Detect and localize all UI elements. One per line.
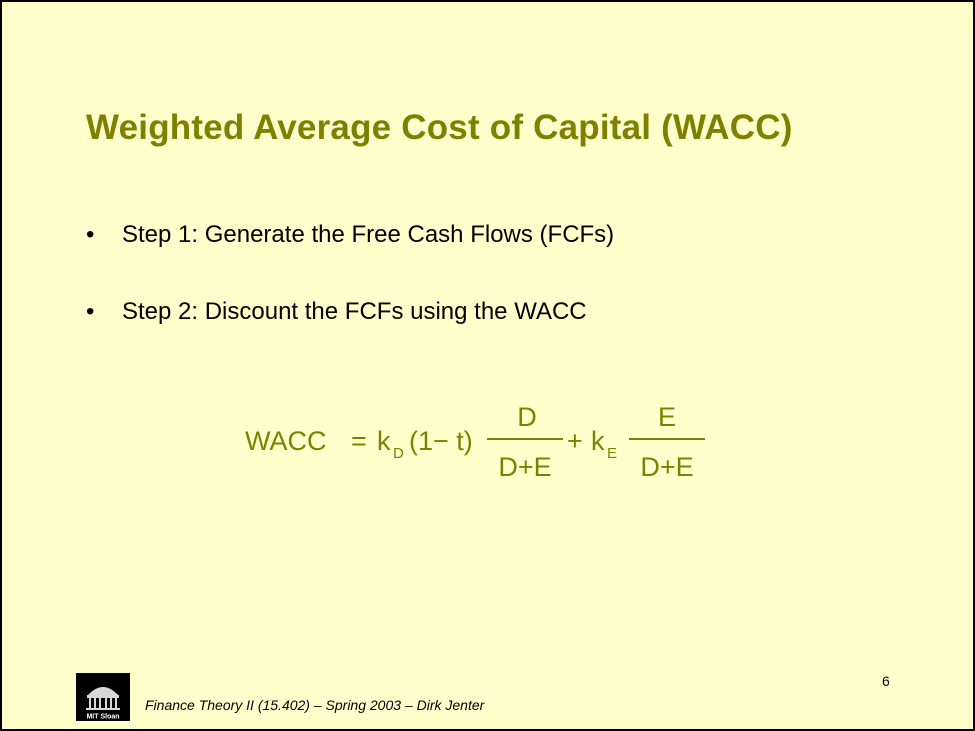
- page-number: 6: [882, 673, 890, 689]
- slide-title: Weighted Average Cost of Capital (WACC): [86, 108, 793, 147]
- bullet-marker: •: [86, 298, 95, 325]
- bullet-marker: •: [86, 221, 95, 248]
- formula-kd: k: [377, 426, 391, 456]
- bullet-item: • Step 1: Generate the Free Cash Flows (F…: [86, 221, 614, 249]
- bullet-item: • Step 2: Discount the FCFs using the WAC…: [86, 298, 587, 326]
- formula-frac1-denominator: D+E: [498, 452, 551, 482]
- mit-dome-icon: MIT Sloan: [76, 673, 130, 721]
- formula-frac2-numerator: E: [658, 402, 676, 432]
- formula-kd-subscript: D: [393, 445, 404, 462]
- formula-frac2-denominator: D+E: [640, 452, 693, 482]
- bullet-text: Step 1: Generate the Free Cash Flows (FC…: [122, 221, 615, 248]
- formula-ke: k: [591, 426, 605, 456]
- formula-frac1-numerator: D: [517, 402, 537, 432]
- formula-equals: =: [351, 426, 367, 456]
- formula-plus: +: [567, 426, 583, 456]
- logo-text: MIT Sloan: [86, 714, 119, 721]
- footer-text: Finance Theory II (15.402) – Spring 2003…: [145, 697, 485, 713]
- formula-lhs: WACC: [245, 426, 327, 456]
- formula-ke-subscript: E: [607, 445, 617, 462]
- wacc-formula-svg: WACC = k D (1− t) D D+E + k E E D+E: [245, 402, 705, 482]
- formula-tax-term: (1− t): [409, 426, 473, 456]
- bullet-text: Step 2: Discount the FCFs using the WACC: [122, 298, 587, 325]
- wacc-formula: WACC = k D (1− t) D D+E + k E E D+E: [245, 398, 715, 488]
- mit-sloan-logo: MIT Sloan: [76, 673, 130, 721]
